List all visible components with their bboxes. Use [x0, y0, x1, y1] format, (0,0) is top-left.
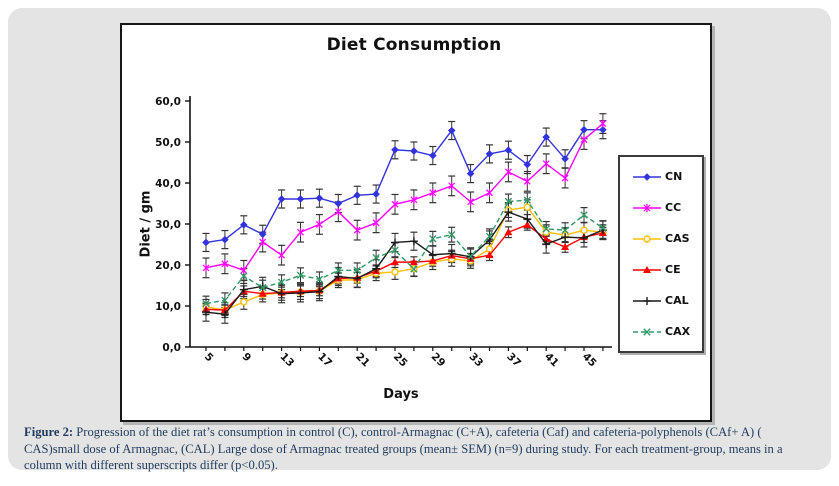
figure-caption-label: Figure 2:: [24, 425, 74, 439]
legend-item-CE: CE: [632, 258, 702, 282]
legend-item-CN: CN: [632, 165, 702, 189]
x-tick-label: 37: [504, 351, 523, 370]
x-tick-label: 9: [240, 351, 254, 365]
series-CAX: [202, 196, 607, 308]
legend-label-CAX: CAX: [665, 325, 691, 338]
y-tick-label: 40,0: [155, 178, 181, 190]
legend-item-CAS: CAS: [632, 227, 702, 251]
legend-item-CC: CC: [632, 196, 702, 220]
x-tick-label: 33: [466, 351, 485, 370]
legend-label-CC: CC: [665, 201, 682, 214]
y-tick-label: 50,0: [155, 137, 181, 149]
series-CC: [202, 119, 607, 275]
legend-item-CAL: CAL: [632, 289, 702, 313]
legend-label-CAS: CAS: [665, 232, 690, 245]
x-tick-label: 41: [542, 351, 561, 370]
legend-marker-CE: [633, 265, 661, 273]
y-tick-label: 0,0: [162, 342, 181, 354]
series-CN: [202, 125, 607, 247]
legend-marker-CN: [633, 172, 661, 181]
legend-label-CN: CN: [665, 170, 683, 183]
series-CAL: [202, 208, 607, 319]
x-tick-label: 29: [429, 351, 448, 370]
x-tick-label: 5: [202, 351, 216, 365]
x-tick-label: 45: [580, 351, 599, 370]
chart-panel: 0,0 10,0 20,0 30,0 40,0 50,0 60,0 5 9 13 17 21 25 29 3…: [120, 23, 712, 422]
legend-label-CAL: CAL: [665, 294, 689, 307]
error-bars-CN: [202, 120, 607, 253]
diet-consumption-chart: 0,0 10,0 20,0 30,0 40,0 50,0 60,0 5 9 13 17 21 25 29 3…: [155, 96, 612, 370]
legend-marker-CAX: [633, 327, 661, 336]
y-tick-label: 30,0: [155, 219, 181, 231]
x-tick-label: 21: [353, 351, 372, 370]
y-axis-title: Diet / gm: [138, 190, 154, 258]
y-tick-label: 60,0: [155, 96, 181, 108]
legend-marker-CAS: [633, 234, 661, 243]
legend-marker-CAL: [633, 296, 661, 305]
chart-title: Diet Consumption: [326, 35, 502, 55]
series-CAS: [202, 203, 607, 314]
y-tick-label: 10,0: [155, 301, 181, 313]
figure-caption-text: Progression of the diet rat’s consumptio…: [24, 425, 783, 473]
legend-label-CE: CE: [665, 263, 681, 276]
x-tick-label: 13: [277, 351, 296, 370]
figure-card: 0,0 10,0 20,0 30,0 40,0 50,0 60,0 5 9 13 17 21 25 29 3…: [8, 8, 831, 472]
y-tick-label: 20,0: [155, 260, 181, 272]
chart-legend: CN CC CAS CE CAL CAX: [618, 155, 704, 353]
error-bars-CAS: [202, 199, 607, 319]
figure-caption: Figure 2: Progression of the diet rat’s …: [24, 424, 818, 474]
legend-item-CAX: CAX: [632, 320, 702, 344]
x-tick-label: 25: [391, 351, 410, 370]
legend-marker-CC: [633, 203, 661, 212]
x-axis-title: Days: [383, 387, 419, 402]
x-tick-label: 17: [315, 351, 334, 370]
